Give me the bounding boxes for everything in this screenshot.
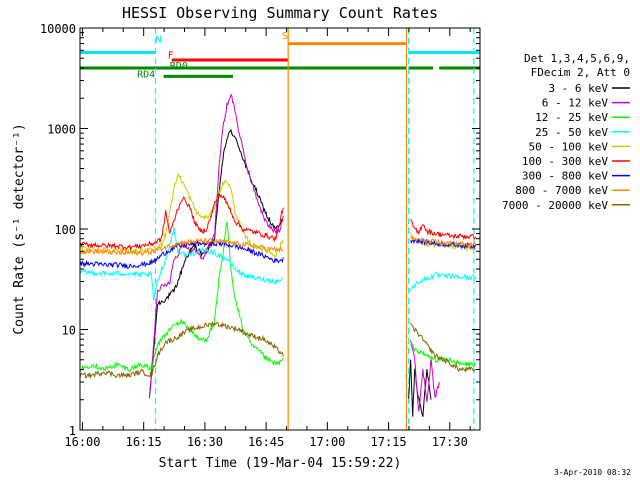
y-axis-ticks: 1 10 100 1000 10000 bbox=[40, 22, 480, 438]
y-tick-label: 10 bbox=[62, 324, 76, 338]
date-stamp: 3-Apr-2010 08:32 bbox=[554, 468, 631, 477]
flag-label-rd4: RD4 bbox=[137, 70, 155, 81]
series-line bbox=[148, 93, 440, 412]
legend-header-line: FDecim 2, Att 0 bbox=[531, 66, 630, 79]
legend-header: Det 1,3,4,5,6,9, FDecim 2, Att 0 bbox=[524, 52, 630, 79]
legend-entry-label: 800 - 7000 keV bbox=[515, 184, 608, 197]
flag-label-n: N bbox=[156, 34, 162, 45]
series-line bbox=[80, 226, 477, 301]
flag-label-s: S bbox=[282, 31, 288, 42]
series-line bbox=[80, 235, 477, 257]
series-line bbox=[80, 221, 477, 373]
legend-header-line: Det 1,3,4,5,6,9, bbox=[524, 52, 630, 65]
legend-entry-label: 7000 - 20000 keV bbox=[502, 199, 608, 212]
legend-entry-label: 6 - 12 keV bbox=[542, 97, 609, 110]
y-tick-label: 1 bbox=[69, 424, 76, 438]
flag-vertical-lines bbox=[154, 28, 475, 430]
chart-title: HESSI Observing Summary Count Rates bbox=[122, 4, 438, 22]
y-axis-label: Count Rate (s⁻¹ detector⁻¹) bbox=[12, 123, 27, 334]
series-line bbox=[80, 193, 477, 251]
x-axis-label: Start Time (19-Mar-04 15:59:22) bbox=[159, 456, 402, 471]
x-tick-label: 16:15 bbox=[126, 435, 162, 449]
series-line bbox=[148, 128, 432, 417]
x-tick-label: 17:15 bbox=[371, 435, 407, 449]
flag-label-f: F bbox=[168, 50, 174, 61]
legend-entry-label: 25 - 50 keV bbox=[535, 126, 608, 139]
x-tick-label: 17:00 bbox=[309, 435, 345, 449]
y-tick-label: 1000 bbox=[47, 123, 76, 137]
x-tick-label: 16:45 bbox=[248, 435, 284, 449]
x-tick-label: 16:00 bbox=[64, 435, 100, 449]
y-tick-label: 10000 bbox=[40, 22, 76, 36]
flag-bars bbox=[80, 42, 480, 78]
flag-labels: NF S RD0 RD4 bbox=[137, 31, 288, 81]
legend-entry-label: 100 - 300 keV bbox=[522, 155, 608, 168]
series-line bbox=[80, 320, 476, 380]
flag-label-rd0: RD0 bbox=[170, 61, 188, 72]
x-axis-ticks: 16:00 16:15 16:30 16:45 17:00 17:15 17:30 bbox=[64, 28, 471, 449]
legend-entry-label: 300 - 800 keV bbox=[522, 170, 608, 183]
legend-entry-label: 12 - 25 keV bbox=[535, 111, 608, 124]
y-tick-label: 100 bbox=[54, 223, 76, 237]
series-lines bbox=[80, 93, 477, 417]
x-tick-label: 17:30 bbox=[432, 435, 468, 449]
legend-entry-label: 50 - 100 keV bbox=[529, 140, 609, 153]
legend-entry-label: 3 - 6 keV bbox=[548, 82, 608, 95]
x-tick-label: 16:30 bbox=[187, 435, 223, 449]
legend: Det 1,3,4,5,6,9, FDecim 2, Att 0 3 - 6 ke… bbox=[502, 52, 630, 212]
